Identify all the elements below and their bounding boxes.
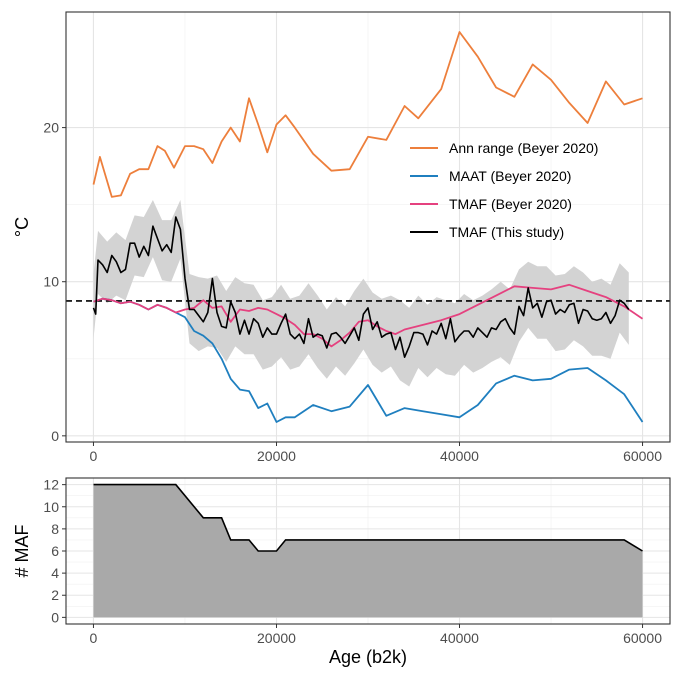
maf-count-area <box>93 484 643 618</box>
top-panel-border <box>65 11 671 443</box>
top-x-tick-label: 40000 <box>440 448 479 464</box>
bottom-y-tick-label: 8 <box>51 521 59 537</box>
bottom-x-tick-label: 40000 <box>440 630 479 646</box>
top-y-tick-label: 10 <box>43 274 59 290</box>
bottom-x-tick-label: 60000 <box>623 630 662 646</box>
y-axis-title-maf: # MAF <box>12 524 32 577</box>
y-axis-title-temperature: °C <box>12 217 32 237</box>
bottom-x-tick-label: 0 <box>90 630 98 646</box>
legend-label: TMAF (Beyer 2020) <box>449 196 572 212</box>
maf-count-line <box>93 483 643 552</box>
legend-label: Ann range (Beyer 2020) <box>449 140 598 156</box>
legend: Ann range (Beyer 2020) MAAT (Beyer 2020) T… <box>410 140 598 240</box>
bottom-x-tick-label: 20000 <box>257 630 296 646</box>
bottom-y-tick-label: 10 <box>43 499 59 515</box>
uncertainty-band <box>93 200 629 387</box>
top-y-tick-label: 0 <box>51 428 59 444</box>
legend-label: TMAF (This study) <box>449 224 564 240</box>
bottom-y-tick-label: 0 <box>51 609 59 625</box>
top-x-tick-label: 20000 <box>257 448 296 464</box>
bottom-y-tick-label: 4 <box>51 565 59 581</box>
series-line-tmaf-this-study <box>92 216 630 359</box>
bottom-y-tick-label: 6 <box>51 543 59 559</box>
series-line-tmaf-beyer-2020 <box>93 283 644 348</box>
legend-label: MAAT (Beyer 2020) <box>449 168 571 184</box>
top-x-tick-label: 0 <box>90 448 98 464</box>
maf-count-panel: 0 20000 40000 60000 0 2 4 6 8 10 12 <box>43 477 671 646</box>
top-x-tick-label: 60000 <box>623 448 662 464</box>
bottom-y-tick-label: 2 <box>51 587 59 603</box>
series-line-ann-range-beyer-2020 <box>92 31 643 198</box>
top-y-tick-label: 20 <box>43 120 59 136</box>
bottom-y-tick-label: 12 <box>43 477 59 493</box>
temperature-panel: 0 20000 40000 60000 0 10 20 Ann range (Beyer 20… <box>43 11 671 464</box>
x-axis-title: Age (b2k) <box>329 647 407 667</box>
